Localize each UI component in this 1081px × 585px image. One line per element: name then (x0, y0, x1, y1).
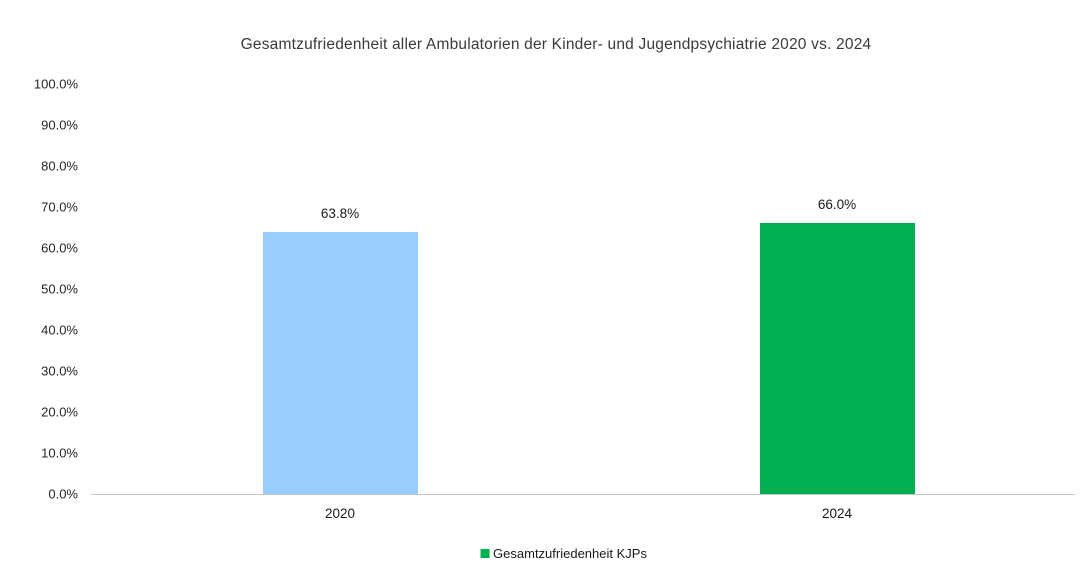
y-axis-tick-label: 90.0% (41, 117, 78, 133)
x-axis-line (91, 494, 1075, 495)
bar-2020 (262, 232, 418, 494)
y-axis-tick-label: 30.0% (41, 363, 78, 379)
y-axis-tick-label: 0.0% (48, 486, 78, 502)
y-axis-tick-label: 100.0% (33, 76, 78, 92)
y-axis-tick-label: 50.0% (41, 281, 78, 297)
y-axis-tick-label: 80.0% (41, 158, 78, 174)
y-axis-tick-label: 70.0% (41, 199, 78, 215)
category-label-2020: 2020 (324, 506, 356, 521)
bar-value-label-2024: 66.0% (817, 197, 857, 213)
category-label-2024: 2024 (821, 506, 853, 521)
chart-title: Gesamtzufriedenheit aller Ambulatorien d… (240, 36, 872, 53)
legend-swatch-icon (480, 549, 490, 558)
bar-value-label-2020: 63.8% (320, 206, 360, 222)
bar-2024 (759, 223, 915, 494)
y-axis-tick-label: 60.0% (41, 240, 78, 256)
legend-label: Gesamtzufriedenheit KJPs (493, 546, 647, 561)
y-axis-tick-label: 10.0% (41, 445, 78, 461)
legend: Gesamtzufriedenheit KJPs (480, 546, 647, 561)
y-axis-tick-label: 20.0% (41, 404, 78, 420)
y-axis-tick-label: 40.0% (41, 322, 78, 338)
